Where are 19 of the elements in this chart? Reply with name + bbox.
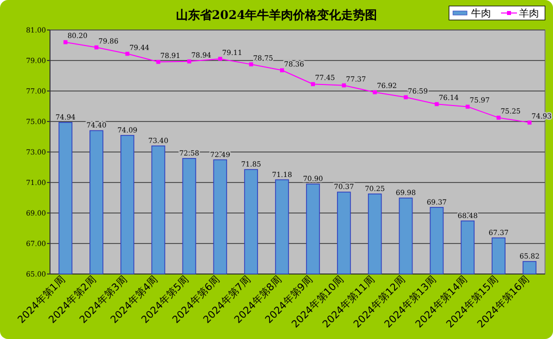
point: [125, 52, 130, 56]
point: [434, 102, 439, 106]
point: [218, 56, 222, 61]
legend-label: 牛肉: [471, 8, 491, 20]
point: [63, 40, 68, 44]
point: [280, 68, 284, 72]
point: [372, 90, 377, 94]
chart-title: 山东省2024年牛羊肉价格变化走势图: [176, 8, 378, 22]
point: [528, 120, 532, 125]
point: [342, 83, 346, 88]
point: [249, 62, 254, 66]
point: [496, 116, 501, 120]
legend-label: 羊肉: [519, 8, 539, 20]
point: [94, 45, 98, 50]
point: [404, 95, 408, 100]
point: [156, 60, 160, 64]
point: [466, 104, 470, 109]
point: [310, 82, 315, 86]
point: [187, 59, 192, 64]
